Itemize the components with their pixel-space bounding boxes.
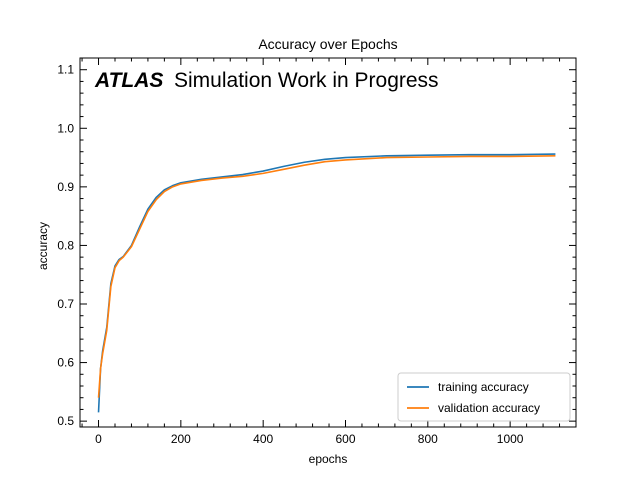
y-tick-label: 0.5 bbox=[57, 414, 74, 428]
chart-title: Accuracy over Epochs bbox=[258, 36, 397, 52]
legend-box bbox=[397, 372, 571, 422]
y-tick-label: 0.6 bbox=[57, 356, 74, 370]
x-tick-label: 600 bbox=[335, 432, 355, 446]
axis-tick-labels: 0 200 400 600 800 1000 0.5 0.6 0.7 0.8 0.9 1.0 1.1 bbox=[57, 63, 523, 446]
atlas-label: ATLAS bbox=[94, 69, 163, 92]
x-tick-label: 0 bbox=[95, 432, 102, 446]
legend: training accuracy validation accuracy bbox=[397, 372, 571, 422]
legend-label: validation accuracy bbox=[438, 401, 540, 415]
x-axis-label: epochs bbox=[309, 452, 348, 466]
y-tick-label: 0.7 bbox=[57, 297, 74, 311]
series-line-validation bbox=[97, 155, 556, 398]
legend-label: training accuracy bbox=[438, 380, 529, 394]
y-axis-label: accuracy bbox=[36, 222, 50, 270]
x-tick-label: 400 bbox=[253, 432, 273, 446]
plot-frame bbox=[79, 57, 577, 428]
y-tick-label: 0.9 bbox=[57, 180, 74, 194]
x-tick-label: 200 bbox=[171, 432, 191, 446]
plot-area bbox=[97, 153, 556, 413]
axis-ticks bbox=[80, 57, 577, 427]
x-tick-label: 800 bbox=[418, 432, 438, 446]
atlas-status-label: Simulation Work in Progress bbox=[174, 69, 439, 92]
x-tick-label: 1000 bbox=[497, 432, 524, 446]
y-tick-label: 0.8 bbox=[57, 238, 74, 252]
y-tick-label: 1.1 bbox=[57, 63, 74, 77]
y-tick-label: 1.0 bbox=[57, 121, 74, 135]
